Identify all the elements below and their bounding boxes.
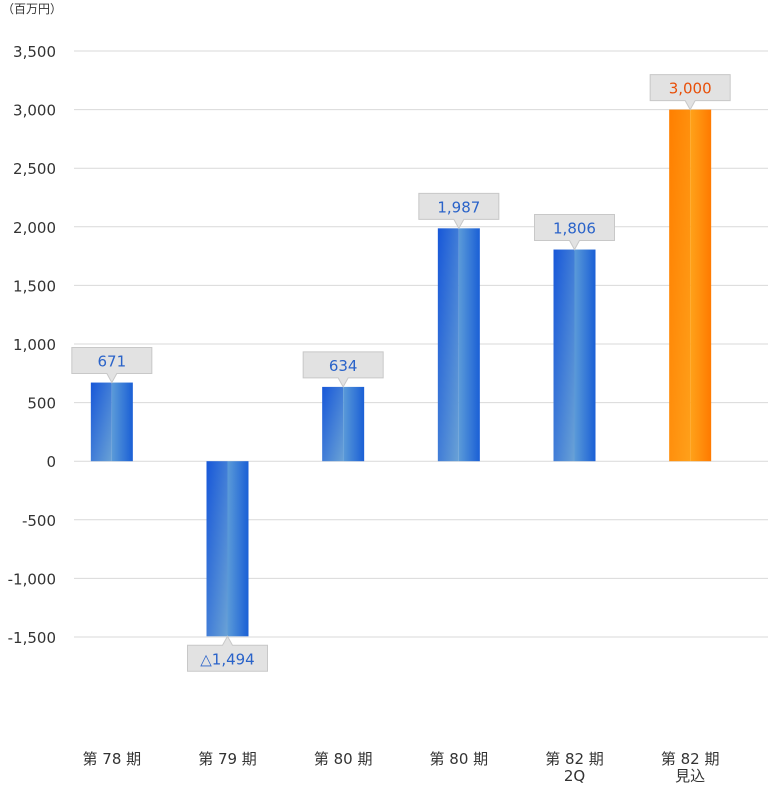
x-axis-labels: 第 78 期 第 79 期 第 80 期 第 80 期 第 82 期 2Q 第 82 期見込 bbox=[83, 750, 720, 785]
data-label: 1,806 bbox=[534, 214, 615, 251]
unit-label: （百万円） bbox=[2, 2, 62, 16]
y-tick-label: -1,500 bbox=[8, 629, 56, 647]
gridlines bbox=[74, 50, 768, 638]
svg-text:1,987: 1,987 bbox=[437, 198, 480, 216]
bar bbox=[206, 461, 249, 637]
y-tick-label: 1,500 bbox=[13, 277, 56, 295]
x-tick-label: 第 79 期 bbox=[198, 750, 257, 768]
bar bbox=[322, 386, 365, 462]
svg-text:634: 634 bbox=[329, 357, 358, 375]
svg-text:3,000: 3,000 bbox=[669, 80, 712, 98]
y-tick-label: -500 bbox=[22, 512, 56, 530]
y-tick-label: 2,500 bbox=[13, 160, 56, 178]
y-axis-ticks: 3,500 3,000 2,500 2,000 1,500 1,000 500 0 -500 -1… bbox=[8, 43, 56, 647]
svg-text:671: 671 bbox=[98, 353, 127, 371]
y-tick-label: 3,000 bbox=[13, 102, 56, 120]
bar bbox=[553, 249, 596, 462]
y-tick-label: 1,000 bbox=[13, 336, 56, 354]
y-tick-label: 0 bbox=[46, 453, 56, 471]
data-label: 671 bbox=[71, 347, 153, 384]
x-tick-label: 第 80 期 bbox=[314, 750, 373, 768]
y-tick-label: 3,500 bbox=[13, 43, 56, 61]
data-label: 1,987 bbox=[418, 192, 500, 230]
bar bbox=[90, 382, 133, 462]
data-label: 634 bbox=[302, 351, 384, 388]
y-tick-label: -1,000 bbox=[8, 570, 56, 588]
x-tick-label: 第 80 期 bbox=[430, 750, 489, 768]
data-labels: 671 △1,494 634 1,987 1,806 3,000 bbox=[71, 74, 731, 672]
bar bbox=[437, 228, 480, 462]
svg-text:1,806: 1,806 bbox=[553, 220, 596, 238]
x-tick-label: 第 82 期 2Q bbox=[545, 750, 604, 785]
data-label: 3,000 bbox=[649, 74, 731, 111]
svg-text:△1,494: △1,494 bbox=[200, 650, 254, 668]
y-tick-label: 2,000 bbox=[13, 219, 56, 237]
x-tick-label: 第 78 期 bbox=[83, 750, 142, 768]
data-label: △1,494 bbox=[187, 635, 268, 672]
y-tick-label: 500 bbox=[27, 395, 56, 413]
bars bbox=[90, 109, 712, 637]
bar-forecast bbox=[669, 109, 712, 462]
x-tick-label: 第 82 期見込 bbox=[661, 750, 720, 785]
